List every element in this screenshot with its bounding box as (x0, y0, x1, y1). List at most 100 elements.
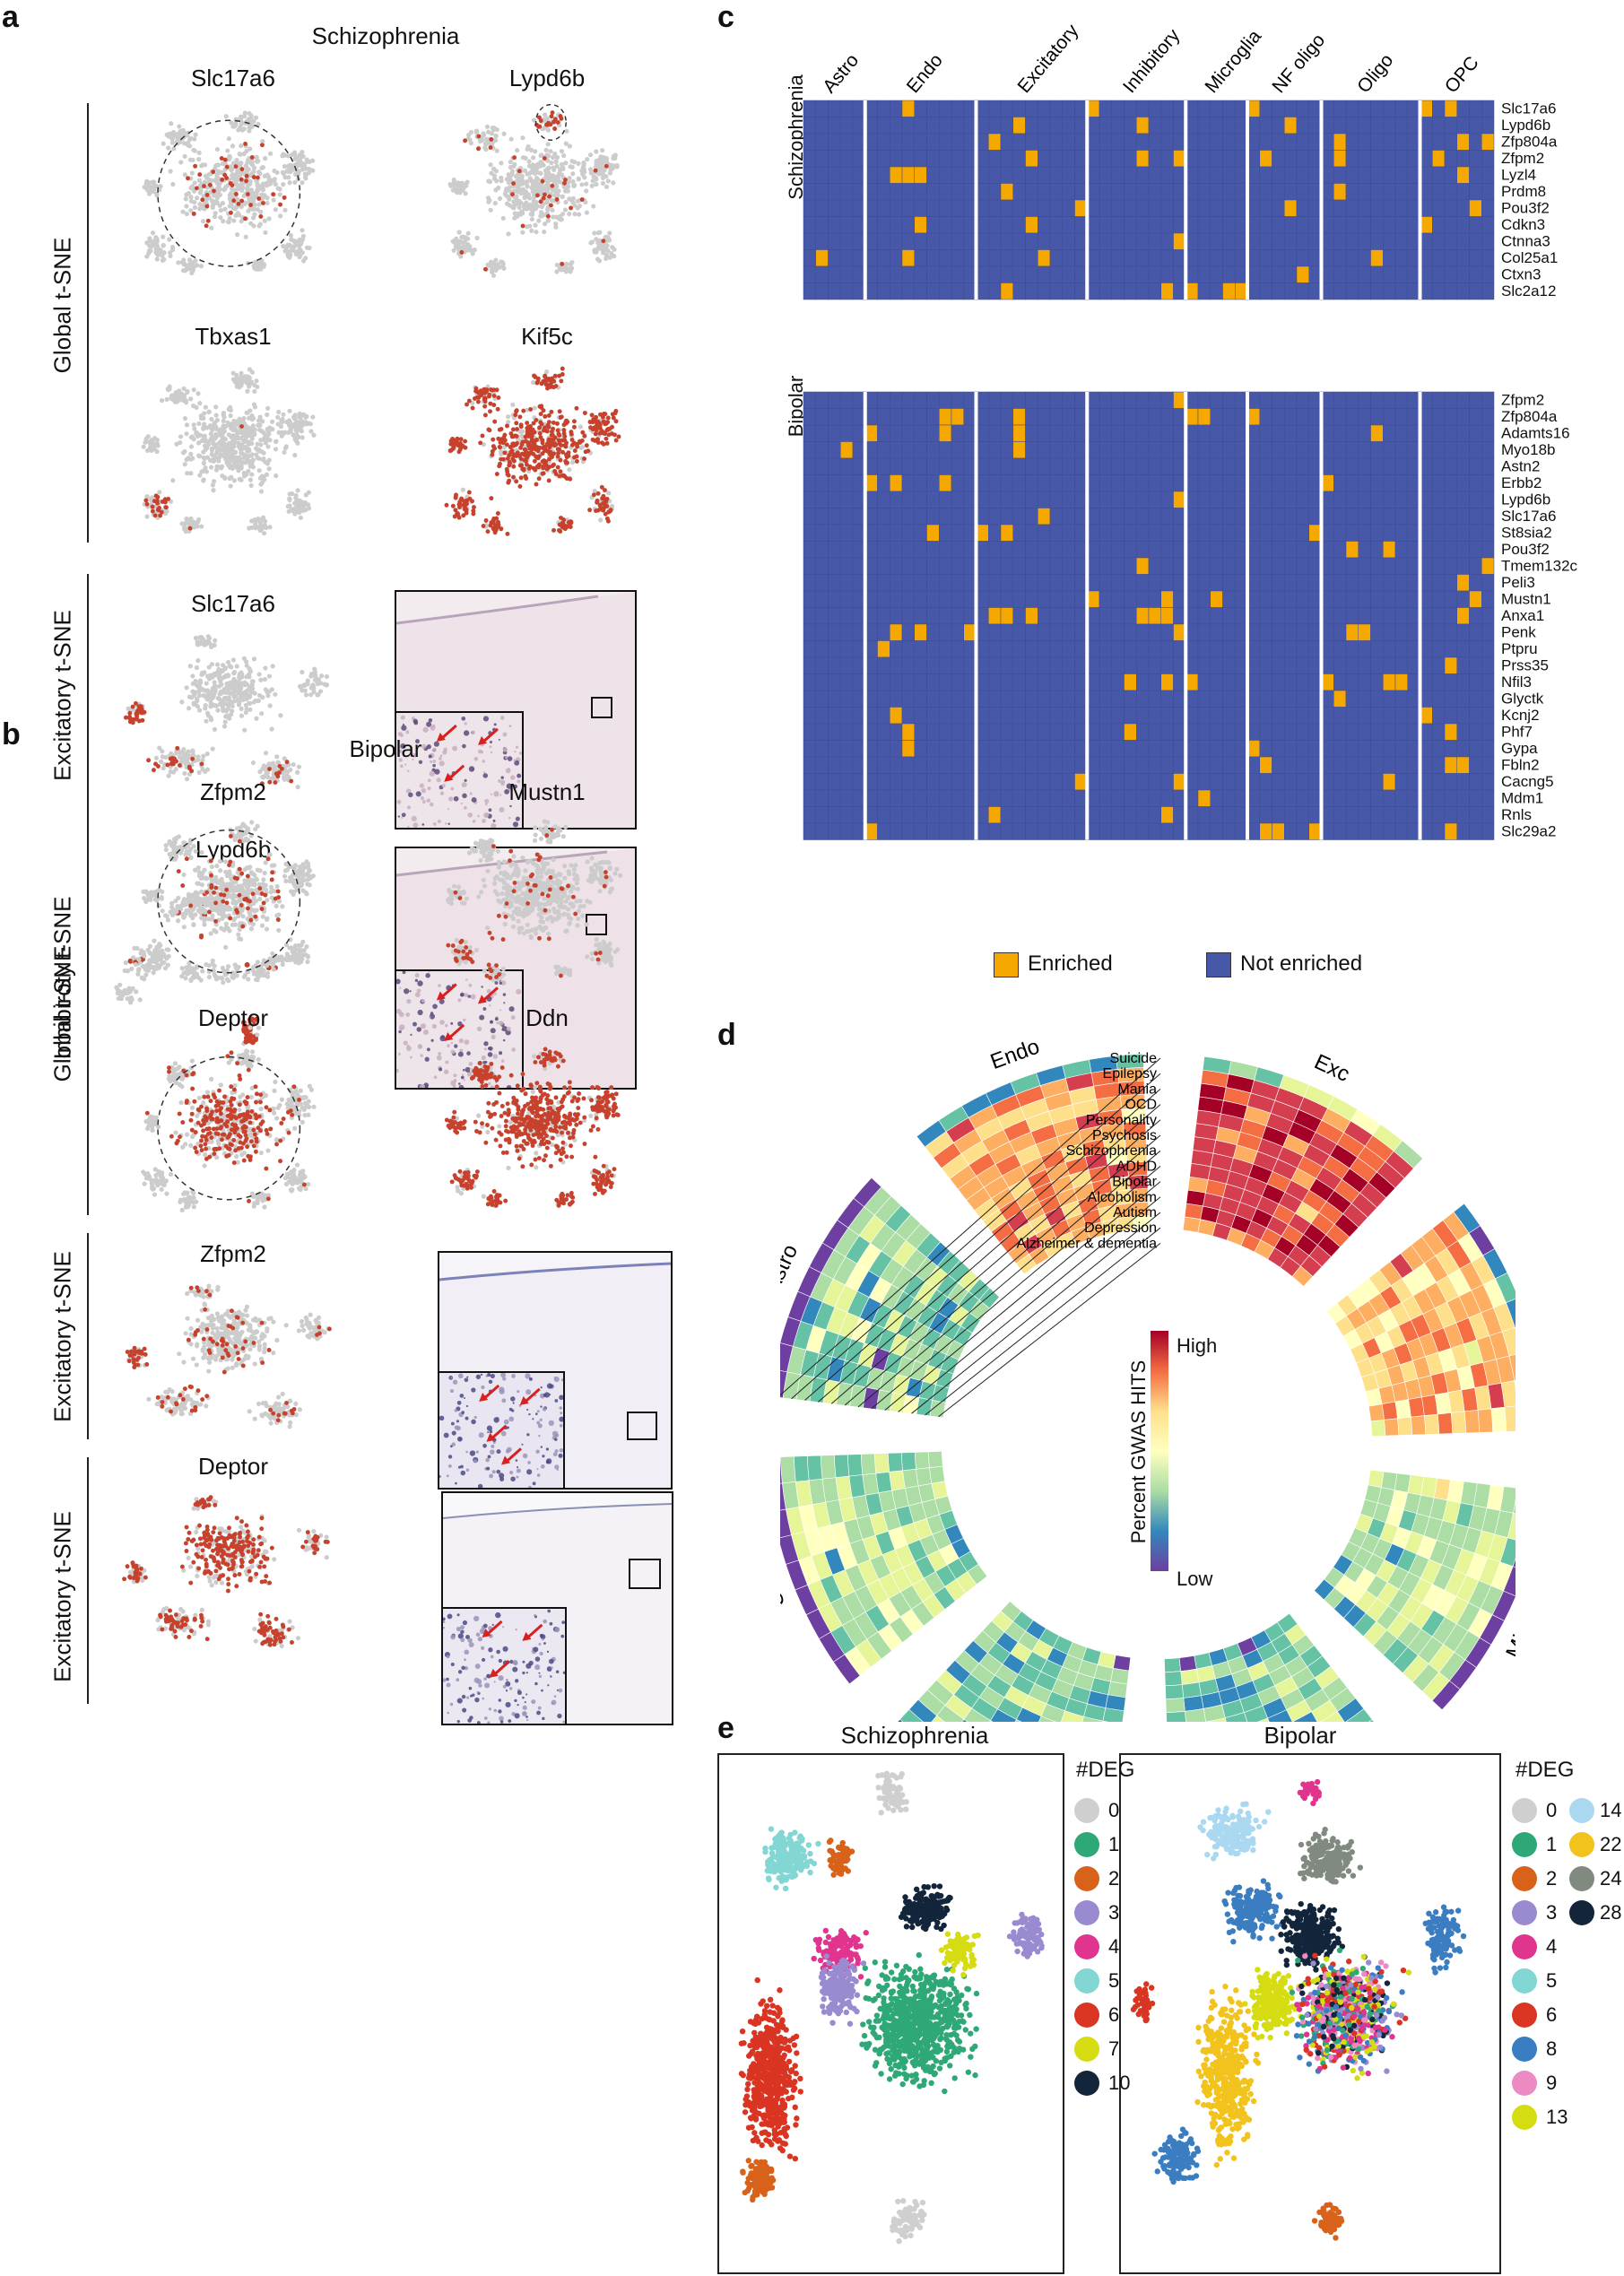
data-point (153, 246, 159, 252)
data-point (300, 688, 305, 693)
data-point (255, 260, 260, 265)
data-point (533, 467, 538, 473)
data-point (181, 386, 187, 392)
data-point (216, 446, 221, 451)
data-point (220, 178, 225, 182)
data-point (170, 129, 177, 135)
data-point (166, 773, 171, 778)
data-point (197, 473, 203, 478)
data-point (178, 434, 184, 439)
data-point (452, 514, 457, 519)
data-point (587, 152, 594, 158)
data-point (300, 233, 306, 239)
data-point (265, 405, 271, 411)
data-point (505, 768, 511, 774)
data-point (282, 449, 287, 456)
data-point (248, 203, 254, 207)
data-point (259, 711, 265, 717)
data-point (197, 678, 203, 683)
data-point (591, 492, 596, 498)
data-point (249, 436, 255, 441)
data-point (483, 1047, 487, 1051)
data-point (494, 526, 499, 531)
data-point (544, 200, 550, 205)
data-point (256, 1025, 262, 1030)
data-point (289, 247, 295, 252)
data-point (146, 188, 152, 194)
data-point (529, 439, 534, 444)
data-point (292, 413, 298, 418)
data-point (191, 422, 196, 428)
data-point (500, 776, 504, 779)
data-point (443, 747, 447, 752)
data-point (229, 684, 235, 690)
data-point (201, 433, 207, 439)
data-point (461, 716, 466, 721)
data-point (311, 689, 317, 695)
data-point (576, 212, 582, 217)
data-point (312, 677, 318, 683)
data-point (221, 969, 227, 974)
data-point (502, 747, 508, 752)
data-point (475, 399, 481, 404)
data-point (175, 132, 180, 137)
data-point (204, 681, 209, 686)
data-point (231, 699, 238, 704)
data-point (519, 429, 525, 434)
data-point (152, 436, 158, 441)
data-point (134, 700, 138, 706)
data-point (213, 977, 219, 982)
data-point (186, 176, 190, 181)
data-point (397, 815, 401, 818)
data-point (592, 488, 597, 494)
data-point (477, 749, 482, 754)
data-point (421, 823, 425, 826)
data-point (213, 436, 218, 441)
data-point (242, 200, 248, 205)
data-point (526, 433, 532, 439)
data-point (236, 202, 241, 206)
data-point (552, 126, 558, 131)
data-point (566, 184, 571, 189)
tsne-plot (447, 103, 620, 278)
data-point (571, 160, 578, 165)
data-point (473, 396, 477, 401)
data-point (612, 254, 617, 259)
data-point (164, 505, 169, 510)
data-point (192, 136, 197, 142)
data-point (569, 438, 575, 442)
data-point (169, 136, 175, 142)
data-point (555, 421, 560, 426)
data-point (605, 178, 611, 184)
data-point (509, 804, 512, 808)
data-point (213, 638, 218, 643)
data-point (160, 749, 165, 754)
data-point (465, 402, 469, 407)
data-point (196, 157, 202, 162)
data-point (188, 208, 194, 213)
data-point (212, 726, 218, 732)
data-point (546, 424, 551, 430)
data-point (127, 716, 132, 721)
tsne-plot (123, 634, 330, 790)
data-point (300, 150, 305, 155)
data-point (431, 1023, 437, 1029)
data-point (319, 673, 325, 679)
data-point (298, 248, 303, 253)
data-point (228, 181, 233, 186)
data-point (298, 515, 304, 520)
data-point (214, 176, 220, 181)
data-point (286, 430, 291, 435)
data-point (518, 445, 524, 450)
data-point (502, 732, 508, 737)
data-point (233, 164, 239, 169)
data-point (407, 754, 411, 757)
data-point (459, 1048, 464, 1053)
data-point (204, 767, 211, 772)
panel-letter-b: b (2, 717, 21, 751)
data-point (168, 250, 173, 256)
data-point (282, 175, 288, 180)
data-point (230, 161, 237, 166)
data-point (283, 444, 289, 449)
data-point (276, 409, 282, 415)
